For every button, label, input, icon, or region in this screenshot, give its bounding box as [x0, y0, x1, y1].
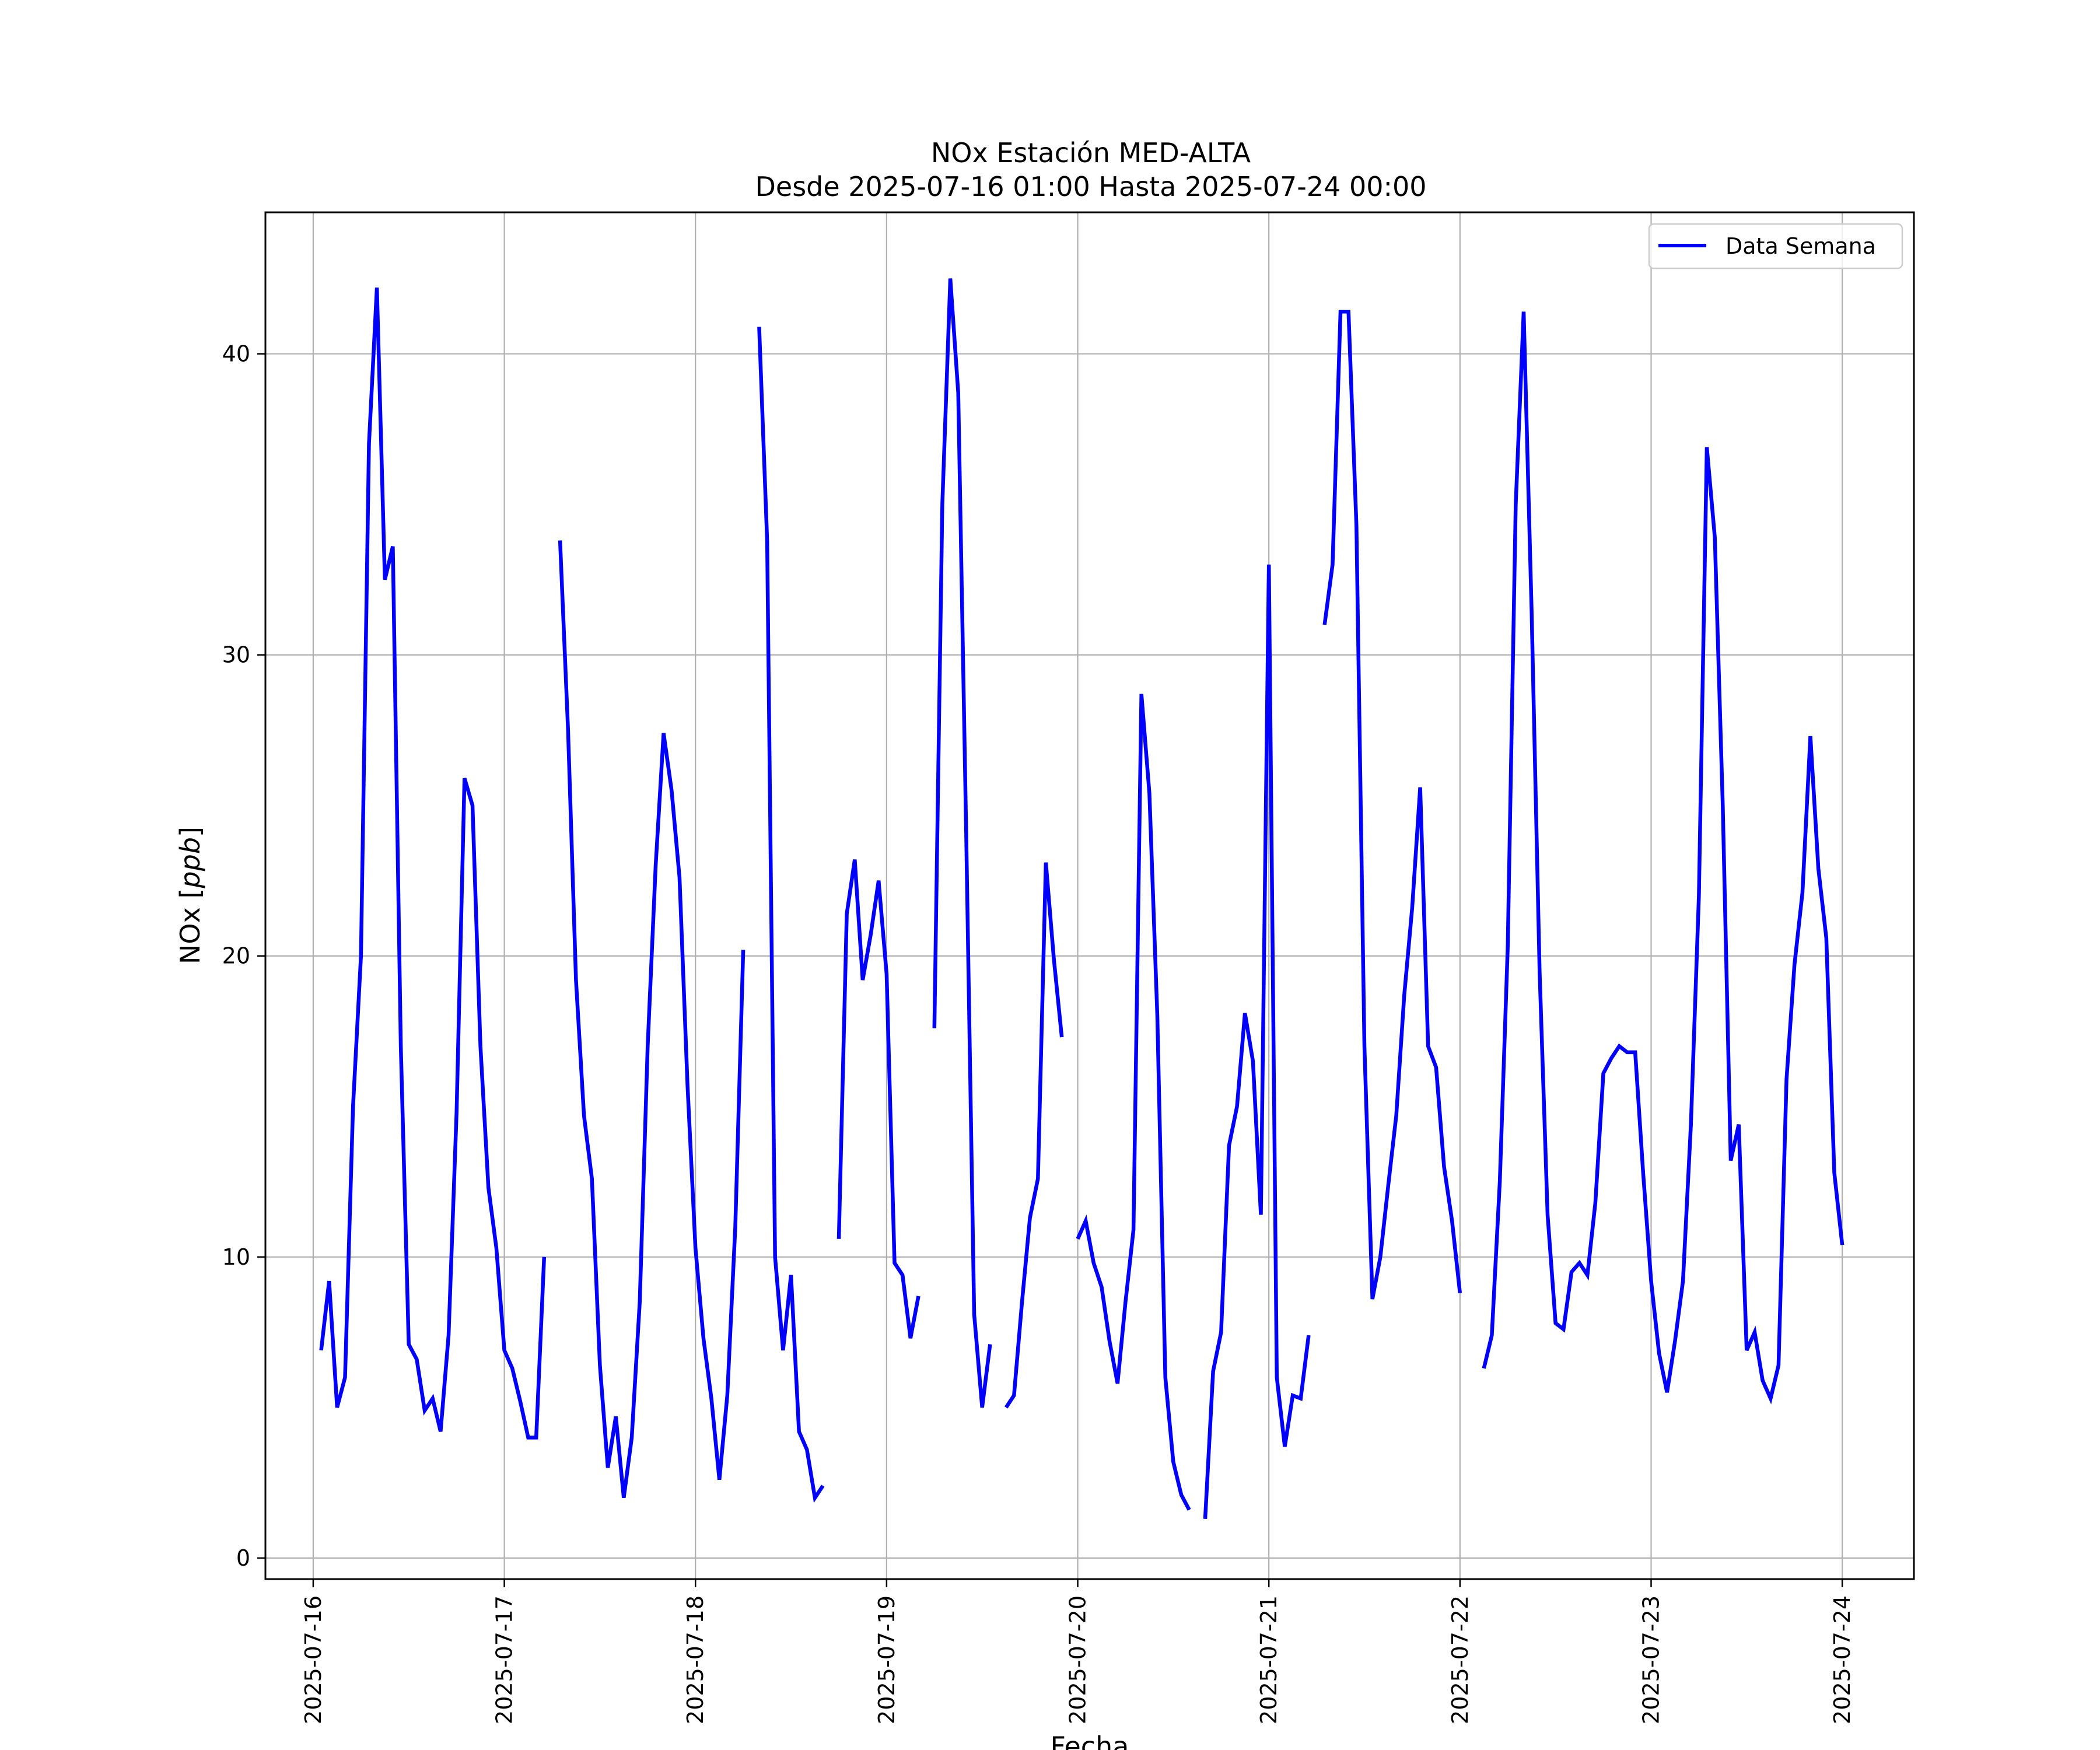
axis-ticks: 2025-07-16 2025-07-17 2025-07-18 2025-07-19…: [222, 341, 1855, 1724]
y-tick-label: 20: [222, 943, 250, 969]
legend-label-data-semana: Data Semana: [1726, 233, 1876, 259]
legend-box: [1648, 223, 1903, 270]
x-axis-label: Fecha: [1051, 1731, 1129, 1750]
series-lines: [319, 278, 1845, 1519]
x-tick-label: 2025-07-17: [492, 1595, 517, 1724]
legend: Data Semana: [1648, 223, 1903, 270]
x-tick-label: 2025-07-19: [874, 1595, 900, 1724]
y-tick-label: 40: [222, 341, 250, 367]
y-tick-label: 0: [236, 1545, 250, 1571]
x-tick-label: 2025-07-20: [1065, 1595, 1091, 1724]
plot-area-frame: [264, 211, 1915, 1580]
series-line-segment: [932, 278, 992, 1408]
x-tick-label: 2025-07-18: [682, 1595, 708, 1724]
x-tick-label: 2025-07-21: [1256, 1595, 1282, 1724]
series-line-segment: [1004, 862, 1064, 1409]
x-tick-label: 2025-07-24: [1829, 1595, 1855, 1724]
y-tick-label: 10: [222, 1244, 250, 1270]
series-line-segment: [558, 540, 746, 1499]
y-axis-label: NOx [ppb]: [174, 827, 206, 964]
gridlines: [265, 212, 1914, 1579]
series-line-segment: [1322, 310, 1462, 1300]
x-tick-label: 2025-07-22: [1447, 1595, 1473, 1724]
x-tick-label: 2025-07-16: [300, 1595, 326, 1724]
chart-title-line-1: NOx Estación MED-ALTA: [931, 137, 1251, 169]
series-line-segment: [1482, 312, 1845, 1405]
x-tick-label: 2025-07-23: [1638, 1595, 1664, 1724]
chart-title-line-2: Desde 2025-07-16 01:00 Hasta 2025-07-24 …: [755, 171, 1426, 202]
series-line-segment: [1203, 564, 1311, 1519]
y-tick-label: 30: [222, 642, 250, 668]
